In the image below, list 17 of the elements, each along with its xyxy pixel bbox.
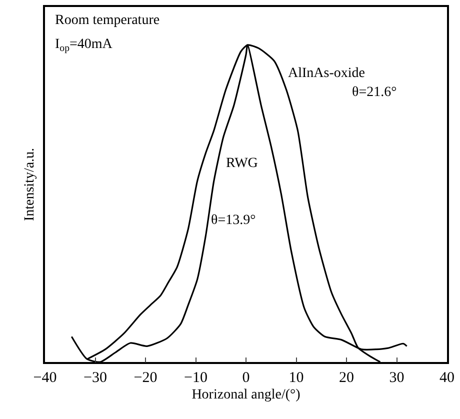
annotation: θ=21.6° bbox=[352, 85, 397, 100]
x-tick-label: 20 bbox=[339, 370, 354, 386]
x-tick-label: 40 bbox=[440, 370, 454, 386]
x-tick-label: 30 bbox=[389, 370, 404, 386]
x-tick-label: −10 bbox=[184, 370, 208, 386]
x-tick-label: −30 bbox=[84, 370, 107, 386]
series-label: RWG bbox=[226, 156, 258, 171]
x-axis-title: Horizonal angle/(°) bbox=[192, 388, 301, 403]
x-tick-label: −20 bbox=[134, 370, 158, 386]
y-axis-title: Intensity/a.u. bbox=[22, 148, 38, 222]
series-label: AlInAs-oxide bbox=[288, 66, 365, 81]
annotation: I$_{op}$=40mA bbox=[55, 37, 114, 54]
x-tick-label: 10 bbox=[288, 370, 304, 386]
annotation: θ=13.9° bbox=[211, 213, 256, 228]
x-tick-label: 0 bbox=[242, 370, 250, 386]
x-tick-label: −40 bbox=[33, 370, 57, 386]
text: Room temperature bbox=[55, 13, 160, 28]
